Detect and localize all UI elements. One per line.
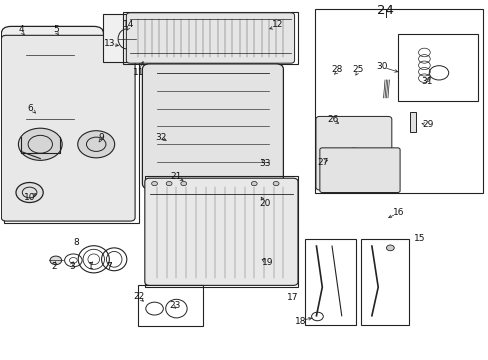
Text: 10: 10	[24, 193, 35, 202]
Text: 31: 31	[421, 77, 432, 86]
Bar	[122, 12, 297, 64]
Text: 19: 19	[262, 258, 273, 267]
FancyBboxPatch shape	[1, 35, 135, 221]
Text: 23: 23	[169, 301, 181, 310]
Text: 2: 2	[51, 262, 57, 271]
Text: 27: 27	[317, 158, 328, 167]
Text: 18: 18	[294, 316, 305, 325]
Bar	[409, 112, 415, 132]
Text: 21: 21	[170, 172, 182, 181]
Circle shape	[16, 183, 43, 203]
Circle shape	[78, 131, 115, 158]
FancyBboxPatch shape	[79, 123, 130, 196]
Text: 6: 6	[28, 104, 33, 113]
FancyBboxPatch shape	[144, 178, 297, 285]
Text: 29: 29	[422, 120, 433, 129]
Bar	[103, 14, 152, 62]
Text: 28: 28	[330, 66, 342, 75]
Text: 14: 14	[123, 20, 134, 29]
Text: 5: 5	[53, 26, 59, 35]
Text: 3: 3	[69, 262, 75, 271]
Circle shape	[181, 181, 186, 186]
FancyBboxPatch shape	[319, 148, 399, 193]
Circle shape	[251, 181, 257, 186]
Text: 13: 13	[103, 39, 115, 48]
Text: 17: 17	[287, 293, 298, 302]
Circle shape	[166, 181, 172, 186]
Text: 12: 12	[271, 20, 283, 29]
Text: 24: 24	[376, 4, 393, 17]
Text: 4: 4	[19, 26, 24, 35]
Circle shape	[386, 245, 393, 251]
Bar	[397, 33, 477, 102]
Text: 9: 9	[98, 132, 104, 141]
Text: 22: 22	[133, 292, 144, 301]
FancyBboxPatch shape	[142, 64, 283, 189]
Text: 30: 30	[375, 62, 386, 71]
Bar	[361, 239, 408, 325]
FancyBboxPatch shape	[315, 116, 391, 190]
Text: 15: 15	[413, 234, 425, 243]
Text: 11: 11	[132, 68, 144, 77]
FancyBboxPatch shape	[1, 26, 103, 141]
Text: 26: 26	[327, 115, 339, 124]
Text: 7: 7	[106, 262, 112, 271]
Text: 32: 32	[155, 132, 166, 141]
Bar	[144, 176, 297, 287]
Text: 25: 25	[351, 66, 363, 75]
FancyBboxPatch shape	[126, 13, 294, 63]
Circle shape	[151, 181, 157, 186]
Text: 20: 20	[259, 199, 270, 208]
Circle shape	[19, 128, 62, 160]
Text: 33: 33	[259, 159, 270, 168]
Circle shape	[50, 256, 61, 265]
Text: 1: 1	[87, 262, 93, 271]
Circle shape	[273, 181, 279, 186]
Bar	[4, 37, 139, 223]
Bar	[305, 239, 356, 325]
Text: 8: 8	[73, 238, 79, 247]
Bar	[314, 9, 482, 193]
Text: 16: 16	[392, 208, 404, 217]
Bar	[137, 285, 203, 327]
